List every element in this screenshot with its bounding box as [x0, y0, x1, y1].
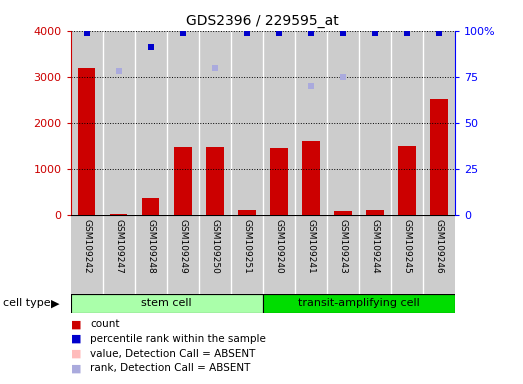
Text: GSM109245: GSM109245	[403, 219, 412, 274]
Bar	[327, 31, 359, 215]
Bar	[263, 294, 455, 313]
Bar	[430, 99, 448, 215]
Text: ■: ■	[71, 334, 81, 344]
Bar	[295, 31, 327, 215]
Bar	[295, 215, 327, 294]
Bar	[359, 215, 391, 294]
Bar	[391, 215, 423, 294]
Text: GSM109251: GSM109251	[242, 219, 251, 274]
Text: ■: ■	[71, 363, 81, 373]
Bar	[135, 215, 167, 294]
Text: percentile rank within the sample: percentile rank within the sample	[90, 334, 266, 344]
Text: ▶: ▶	[51, 298, 60, 308]
Text: GSM109240: GSM109240	[275, 219, 283, 274]
Text: GSM109241: GSM109241	[306, 219, 315, 274]
Text: ■: ■	[71, 349, 81, 359]
Text: cell type: cell type	[3, 298, 50, 308]
Bar	[71, 31, 103, 215]
Bar	[103, 31, 134, 215]
Bar	[78, 68, 95, 215]
Bar	[263, 215, 295, 294]
Text: GSM109246: GSM109246	[435, 219, 444, 274]
Text: count: count	[90, 319, 120, 329]
Text: GSM109243: GSM109243	[338, 219, 347, 274]
Bar	[398, 146, 416, 215]
Bar	[231, 31, 263, 215]
Bar	[134, 31, 167, 215]
Bar	[71, 294, 263, 313]
Bar	[366, 210, 384, 215]
Bar	[263, 31, 295, 215]
Text: GSM109250: GSM109250	[210, 219, 219, 274]
Text: GSM109248: GSM109248	[146, 219, 155, 274]
Title: GDS2396 / 229595_at: GDS2396 / 229595_at	[186, 14, 339, 28]
Bar	[199, 215, 231, 294]
Text: GSM109249: GSM109249	[178, 219, 187, 274]
Text: stem cell: stem cell	[141, 298, 192, 308]
Bar	[110, 214, 128, 215]
Bar	[238, 210, 256, 215]
Bar	[327, 215, 359, 294]
Bar	[423, 31, 455, 215]
Bar	[142, 197, 160, 215]
Bar	[167, 215, 199, 294]
Bar	[270, 148, 288, 215]
Text: rank, Detection Call = ABSENT: rank, Detection Call = ABSENT	[90, 363, 251, 373]
Bar	[199, 31, 231, 215]
Bar	[391, 31, 423, 215]
Bar	[167, 31, 199, 215]
Text: value, Detection Call = ABSENT: value, Detection Call = ABSENT	[90, 349, 256, 359]
Bar	[423, 215, 455, 294]
Bar	[231, 215, 263, 294]
Bar	[334, 211, 351, 215]
Text: GSM109244: GSM109244	[370, 219, 379, 274]
Text: GSM109247: GSM109247	[114, 219, 123, 274]
Text: ■: ■	[71, 319, 81, 329]
Bar	[174, 147, 191, 215]
Bar	[71, 215, 103, 294]
Bar	[103, 215, 135, 294]
Bar	[206, 147, 223, 215]
Text: transit-amplifying cell: transit-amplifying cell	[298, 298, 420, 308]
Bar	[302, 141, 320, 215]
Text: GSM109242: GSM109242	[82, 219, 91, 274]
Bar	[359, 31, 391, 215]
